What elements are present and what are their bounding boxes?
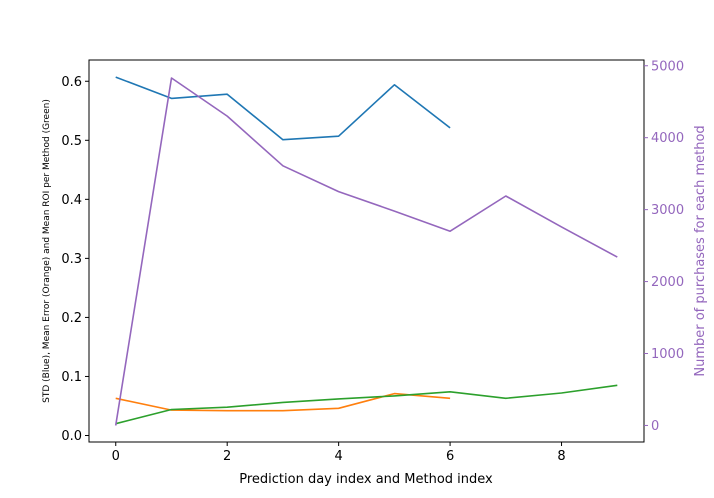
y-right-tick-label: 1000	[651, 347, 684, 362]
plot-frame	[88, 59, 645, 443]
y-left-tick-label: 0.2	[61, 311, 82, 326]
ticks-layer: 0 2 4 6 8 0.0 0.1 0.2 0.3 0.4 0.5 0.6 0 1000 2000 3000 4…	[61, 59, 684, 464]
x-tick-label: 0	[112, 449, 120, 464]
series-layer	[114, 76, 618, 426]
y-left-tick-label: 0.0	[61, 429, 82, 444]
x-tick-label: 6	[446, 449, 454, 464]
y-axis-label-left: STD (Blue), Mean Error (Orange) and Mean…	[42, 99, 52, 403]
y-right-tick-label: 2000	[651, 275, 684, 290]
y-right-tick-label: 4000	[651, 131, 684, 146]
series-line-0	[115, 76, 451, 141]
series-line-3	[114, 77, 618, 426]
x-tick-label: 4	[334, 449, 342, 464]
x-tick-label: 8	[557, 449, 565, 464]
y-right-tick-label: 0	[651, 419, 659, 434]
y-left-tick-label: 0.5	[61, 134, 82, 149]
y-left-tick-label: 0.3	[61, 252, 82, 267]
x-tick-label: 2	[223, 449, 231, 464]
y-right-tick-label: 5000	[651, 59, 684, 74]
y-axis-label-right: Number of purchases for each method	[693, 125, 708, 376]
y-left-tick-label: 0.6	[61, 75, 82, 90]
x-axis-label: Prediction day index and Method index	[239, 472, 493, 487]
y-left-tick-label: 0.1	[61, 370, 82, 385]
y-left-tick-label: 0.4	[61, 193, 82, 208]
series-line-2	[115, 384, 618, 425]
y-right-tick-label: 3000	[651, 203, 684, 218]
